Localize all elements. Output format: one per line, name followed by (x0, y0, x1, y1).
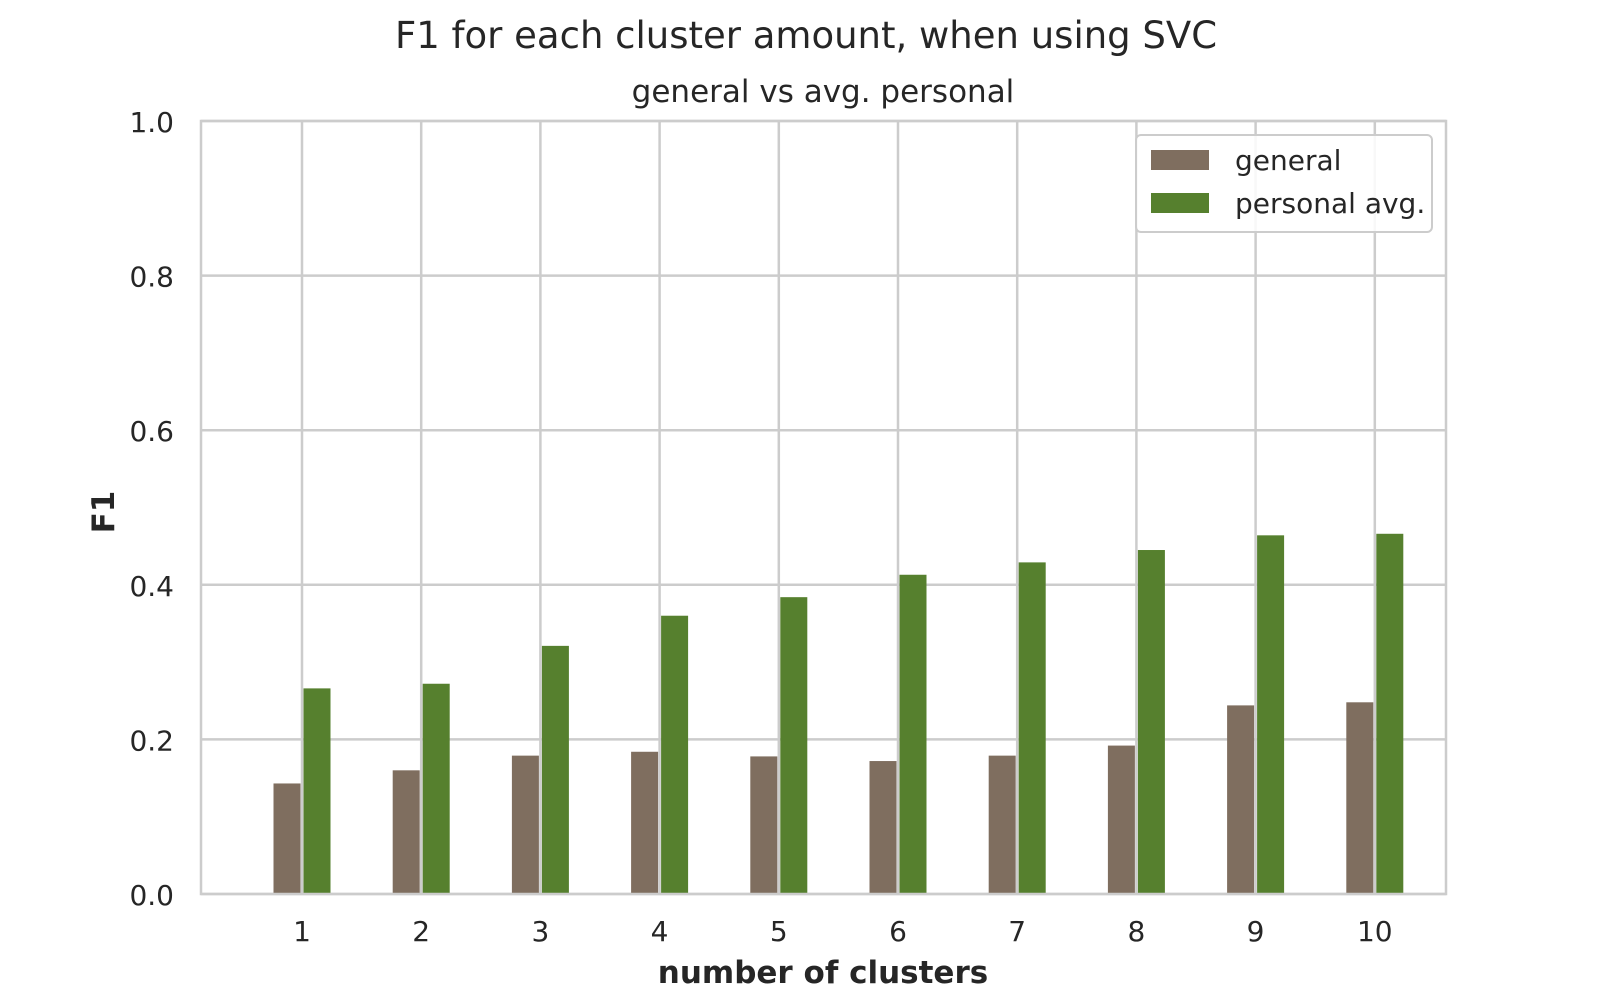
bar-general (1107, 745, 1135, 894)
y-axis-label: F1 (86, 491, 122, 534)
legend-swatch (1151, 150, 1209, 170)
y-tick-label: 0.4 (129, 570, 174, 603)
x-tick-label: 2 (412, 915, 430, 948)
bar-general (988, 755, 1016, 894)
bar-general (273, 783, 301, 894)
x-tick-label: 8 (1127, 915, 1145, 948)
bar-personal-avg (422, 683, 450, 894)
x-tick-label: 7 (1008, 915, 1026, 948)
bar-general (1346, 702, 1374, 894)
bar-personal-avg (780, 597, 808, 894)
bar-general (392, 770, 420, 894)
bar-general (1227, 705, 1255, 894)
bar-personal-avg (1018, 562, 1046, 894)
bar-personal-avg (1137, 550, 1165, 894)
y-tick-label: 1.0 (129, 106, 174, 139)
legend: general personal avg. (1135, 134, 1433, 233)
x-tick-label: 9 (1247, 915, 1265, 948)
bar-personal-avg (661, 615, 689, 894)
x-tick-label: 5 (770, 915, 788, 948)
x-axis-label: number of clusters (658, 955, 988, 991)
chart-title: F1 for each cluster amount, when using S… (395, 14, 1217, 57)
x-tick-label: 1 (293, 915, 311, 948)
legend-label: general (1235, 144, 1341, 177)
y-tick-label: 0.6 (129, 415, 174, 448)
bar-personal-avg (303, 688, 331, 894)
x-tick-label: 4 (651, 915, 669, 948)
bar-general (869, 761, 897, 894)
tick-labels: 0.0 0.2 0.4 0.6 0.8 1.0 1 2 3 4 5 6 7 8 9 10 (129, 106, 1392, 948)
bars (273, 533, 1404, 894)
legend-box (1135, 134, 1433, 233)
bar-personal-avg (1257, 535, 1285, 894)
bar-general (750, 756, 778, 894)
bar-personal-avg (899, 574, 927, 894)
x-tick-label: 10 (1357, 915, 1393, 948)
bar-personal-avg (541, 645, 569, 894)
bar-personal-avg (1376, 533, 1404, 894)
legend-swatch (1151, 193, 1209, 213)
y-tick-label: 0.8 (129, 261, 174, 294)
x-tick-label: 6 (889, 915, 907, 948)
plot-frame (199, 119, 1448, 896)
x-tick-label: 3 (531, 915, 549, 948)
legend-label: personal avg. (1235, 187, 1425, 220)
y-tick-label: 0.2 (129, 724, 174, 757)
chart-subtitle: general vs avg. personal (632, 74, 1015, 110)
bar-general (631, 751, 659, 894)
bar-general (511, 755, 539, 894)
y-tick-label: 0.0 (129, 879, 174, 912)
